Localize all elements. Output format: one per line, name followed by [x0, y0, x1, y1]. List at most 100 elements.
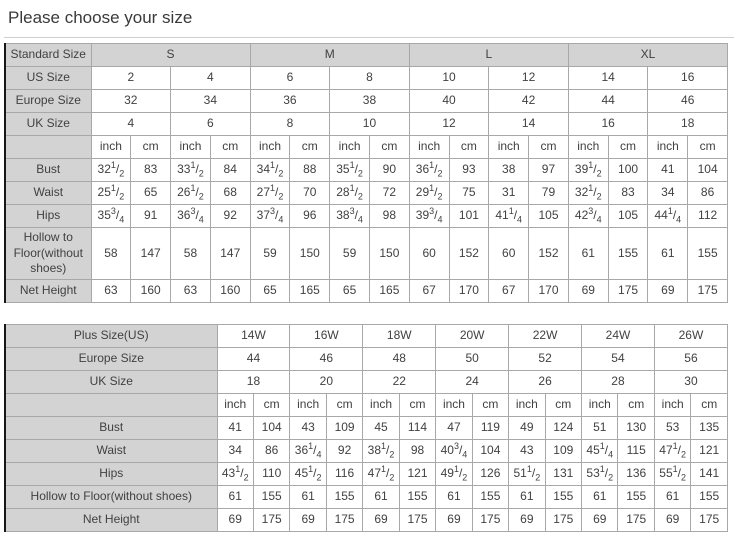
- table-row: Net Height 69 175 69 175 69 175 69 175 69 175 69 175…: [4, 507, 728, 532]
- row-label: UK Size: [4, 112, 92, 136]
- value-cell: 61: [435, 484, 473, 509]
- value-cell: 60: [488, 227, 530, 280]
- value-cell: 175: [325, 507, 364, 532]
- value-cell: 58: [170, 227, 211, 280]
- size-group-header-cell: M: [249, 43, 410, 67]
- value-cell: 93: [448, 158, 490, 182]
- title-divider: [4, 37, 734, 38]
- value-cell: 109: [325, 415, 364, 440]
- value-cell: 65: [130, 181, 172, 205]
- unit-cell: cm: [368, 135, 410, 159]
- value-cell: 150: [289, 227, 331, 280]
- size-cell: 38: [329, 89, 410, 113]
- value-cell: 63: [90, 278, 132, 303]
- unit-cell: cm: [690, 392, 728, 417]
- value-cell: 152: [448, 227, 490, 280]
- value-cell: 155: [544, 484, 583, 509]
- table-row: Hips 353/4 91 363/4 92 373/4 96 383/4 98 393/4 101…: [4, 204, 728, 228]
- value-cell: 431/2: [216, 461, 254, 486]
- value-cell: 75: [448, 181, 490, 205]
- value-cell: 72: [368, 181, 410, 205]
- table-row: Europe Size 44 46 48 50 52 54 56: [4, 346, 729, 371]
- table-row: Waist 251/2 65 261/2 68 271/2 70 281/2 72 291/2 75…: [4, 181, 728, 205]
- unit-cell: inch: [567, 135, 609, 159]
- value-cell: 141: [690, 461, 728, 486]
- value-cell: 160: [209, 278, 251, 303]
- value-cell: 130: [617, 415, 655, 440]
- row-label: Net Height: [4, 507, 218, 532]
- size-cell: 16: [567, 112, 649, 136]
- value-cell: 69: [647, 278, 689, 303]
- row-label: Europe Size: [4, 346, 218, 371]
- value-cell: 47: [435, 415, 473, 440]
- size-cell: 52: [508, 346, 583, 371]
- value-cell: 155: [617, 484, 655, 509]
- value-cell: 96: [289, 204, 331, 228]
- value-cell: 84: [209, 158, 251, 182]
- value-cell: 451/2: [289, 461, 327, 486]
- size-cell: 56: [653, 346, 729, 371]
- unit-cell: cm: [325, 392, 364, 417]
- value-cell: 423/4: [567, 204, 609, 228]
- value-cell: 45: [362, 415, 400, 440]
- unit-cell: cm: [448, 135, 490, 159]
- row-label: [4, 392, 218, 417]
- unit-cell: cm: [471, 392, 510, 417]
- value-cell: 531/2: [581, 461, 619, 486]
- size-cell: 4: [90, 112, 172, 136]
- value-cell: 411/4: [488, 204, 530, 228]
- size-cell: 12: [408, 112, 490, 136]
- table-row: Hips 431/2 110 451/2 116 471/2 121 491/2 126 511/…: [4, 461, 728, 486]
- unit-cell: cm: [528, 135, 569, 159]
- size-guide-page: Please choose your size Standard Size S M L…: [4, 8, 734, 532]
- unit-cell: inch: [435, 392, 473, 417]
- unit-cell: inch: [90, 135, 132, 159]
- size-cell: 40: [408, 89, 490, 113]
- value-cell: 91: [130, 204, 172, 228]
- value-cell: 69: [581, 507, 619, 532]
- value-cell: 175: [544, 507, 583, 532]
- value-cell: 155: [252, 484, 291, 509]
- value-cell: 373/4: [249, 204, 291, 228]
- size-cell: 26W: [653, 323, 729, 348]
- value-cell: 61: [289, 484, 327, 509]
- size-cell: 46: [647, 89, 728, 113]
- value-cell: 34: [216, 438, 254, 463]
- value-cell: 175: [690, 507, 728, 532]
- value-cell: 98: [368, 204, 410, 228]
- table-row: Europe Size 32 34 36 38 40 42 44 46: [4, 89, 728, 113]
- value-cell: 68: [209, 181, 251, 205]
- unit-cell: inch: [653, 392, 692, 417]
- value-cell: 124: [544, 415, 583, 440]
- value-cell: 155: [398, 484, 437, 509]
- value-cell: 79: [528, 181, 569, 205]
- unit-cell: cm: [130, 135, 172, 159]
- value-cell: 152: [528, 227, 569, 280]
- value-cell: 175: [471, 507, 510, 532]
- value-cell: 281/2: [329, 181, 370, 205]
- size-cell: 14: [488, 112, 569, 136]
- value-cell: 251/2: [90, 181, 132, 205]
- row-label: Waist: [4, 438, 218, 463]
- size-cell: 4: [170, 66, 251, 90]
- unit-cell: cm: [607, 135, 649, 159]
- size-cell: 30: [653, 369, 729, 394]
- value-cell: 69: [362, 507, 400, 532]
- value-cell: 361/2: [408, 158, 450, 182]
- table-row: Bust 321/2 83 331/2 84 341/2 88 351/2 90 361/2 93 3…: [4, 158, 728, 182]
- size-group-header-cell: L: [408, 43, 569, 67]
- unit-cell: inch: [289, 392, 327, 417]
- value-cell: 61: [647, 227, 689, 280]
- unit-cell: cm: [289, 135, 331, 159]
- value-cell: 116: [325, 461, 364, 486]
- table-row: Bust 41 104 43 109 45 114 47 119 49 124 51 130 53 135: [4, 415, 728, 440]
- row-label: Plus Size(US): [4, 323, 218, 348]
- value-cell: 471/2: [362, 461, 400, 486]
- size-cell: 54: [581, 346, 655, 371]
- table-row: UK Size 4 6 8 10 12 14 16 18: [4, 112, 728, 136]
- value-cell: 361/4: [289, 438, 327, 463]
- value-cell: 69: [508, 507, 546, 532]
- unit-cell: cm: [398, 392, 437, 417]
- value-cell: 104: [471, 438, 510, 463]
- size-group-header-cell: S: [90, 43, 251, 67]
